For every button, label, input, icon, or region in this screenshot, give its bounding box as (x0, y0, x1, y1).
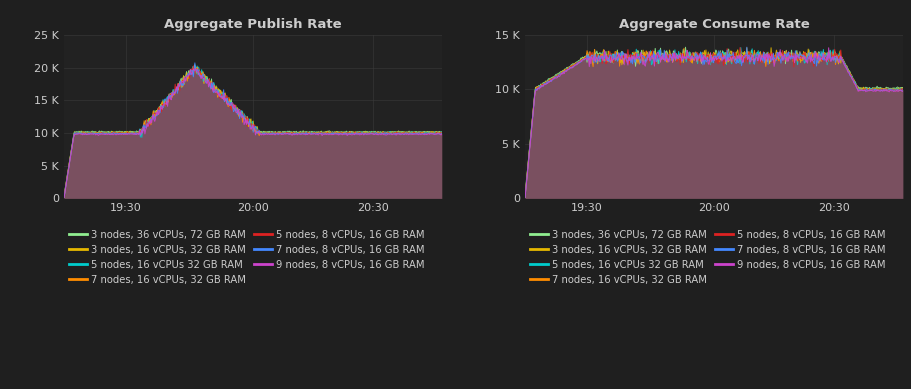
Title: Aggregate Consume Rate: Aggregate Consume Rate (618, 18, 808, 31)
Legend: 3 nodes, 36 vCPUs, 72 GB RAM, 3 nodes, 16 vCPUs, 32 GB RAM, 5 nodes, 16 vCPUs 32: 3 nodes, 36 vCPUs, 72 GB RAM, 3 nodes, 1… (529, 230, 885, 284)
Legend: 3 nodes, 36 vCPUs, 72 GB RAM, 3 nodes, 16 vCPUs, 32 GB RAM, 5 nodes, 16 vCPUs 32: 3 nodes, 36 vCPUs, 72 GB RAM, 3 nodes, 1… (68, 230, 424, 284)
Title: Aggregate Publish Rate: Aggregate Publish Rate (164, 18, 342, 31)
